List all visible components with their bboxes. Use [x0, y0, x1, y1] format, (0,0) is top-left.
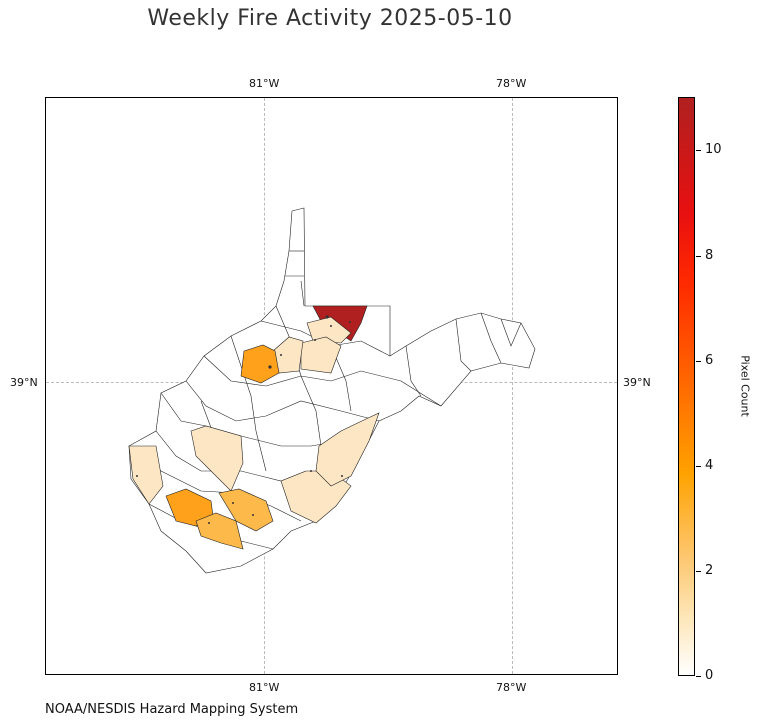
- left-lat-tick-39n: 39°N: [10, 376, 38, 389]
- fire-point: [325, 315, 329, 319]
- map-frame[interactable]: [45, 97, 618, 675]
- fire-point: [268, 365, 272, 369]
- fire-detection-points: [136, 315, 351, 524]
- county-harrison: [300, 336, 342, 374]
- fire-point: [314, 339, 316, 341]
- colorbar-tick-mark: [696, 150, 701, 151]
- fire-point: [349, 321, 351, 323]
- right-lat-tick-39n: 39°N: [623, 376, 651, 389]
- data-source-credit: NOAA/NESDIS Hazard Mapping System: [45, 702, 299, 717]
- fire-point: [208, 522, 210, 524]
- colorbar-tick-mark: [696, 676, 701, 677]
- fire-point: [136, 475, 138, 477]
- state-map: [128, 207, 536, 574]
- fire-point: [232, 502, 234, 504]
- colorbar-tick-label-10: 10: [705, 142, 722, 157]
- fire-point: [280, 354, 282, 356]
- fire-point: [341, 475, 343, 477]
- county-pocahontas: [315, 412, 380, 487]
- colorbar-tick-label-6: 6: [705, 353, 714, 368]
- fire-point: [330, 325, 332, 327]
- county-wood: [240, 344, 280, 384]
- colorbar-tick-mark: [696, 256, 701, 257]
- top-lon-tick-81w: 81°W: [249, 77, 280, 90]
- bottom-lon-tick-78w: 78°W: [496, 681, 527, 694]
- colorbar-tick-mark: [696, 466, 701, 467]
- colorbar: [678, 97, 695, 676]
- county-kanawha: [190, 425, 244, 492]
- colorbar-tick-label-8: 8: [705, 248, 714, 263]
- colorbar-title: Pixel Count: [738, 355, 752, 417]
- colorbar-tick-label-0: 0: [705, 668, 714, 683]
- chart-title: Weekly Fire Activity 2025-05-10: [147, 6, 513, 31]
- fire-point: [310, 470, 312, 472]
- top-lon-tick-78w: 78°W: [496, 77, 527, 90]
- county-wayne: [128, 445, 164, 505]
- colorbar-tick-mark: [696, 571, 701, 572]
- gridline-78w: [512, 98, 513, 674]
- county-raleigh: [218, 488, 274, 532]
- colorbar-tick-mark: [696, 361, 701, 362]
- fire-point: [252, 514, 254, 516]
- colorbar-tick-label-2: 2: [705, 563, 714, 578]
- colorbar-tick-label-4: 4: [705, 458, 714, 473]
- county-wyoming: [195, 512, 244, 550]
- bottom-lon-tick-81w: 81°W: [249, 681, 280, 694]
